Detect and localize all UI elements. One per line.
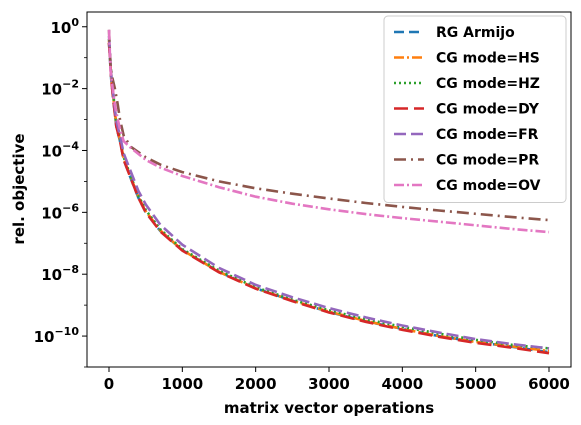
- y-axis-title: rel. objective: [10, 133, 28, 244]
- y-tick-base: 10: [41, 266, 62, 284]
- legend-box: [383, 15, 567, 203]
- y-tick-base: 10: [50, 19, 71, 37]
- legend-label: CG mode=HS: [436, 51, 540, 67]
- y-tick-label: 10−2: [41, 78, 79, 99]
- y-tick-exponent: −4: [62, 139, 79, 152]
- x-tick-label: 6000: [528, 375, 570, 393]
- y-tick-base: 10: [41, 204, 62, 222]
- series-line-6: [107, 29, 550, 222]
- series-line-7: [107, 29, 550, 234]
- y-tick-base: 10: [41, 142, 62, 160]
- x-tick-label: 1000: [161, 375, 203, 393]
- y-tick-exponent: 0: [71, 16, 79, 29]
- x-axis: 0 1000 2000 3000 4000 5000 6000: [104, 367, 570, 393]
- legend-label: CG mode=HZ: [436, 76, 540, 92]
- legend: RG Armijo CG mode=HS CG mode=HZ CG mode=DY C…: [383, 15, 567, 203]
- series-line-5: [107, 36, 550, 350]
- legend-label: CG mode=PR: [436, 153, 539, 169]
- series-layer: [107, 29, 550, 355]
- y-tick-exponent: −8: [62, 263, 79, 276]
- y-tick-exponent: −2: [62, 78, 79, 91]
- y-tick-label: 10−10: [34, 325, 80, 346]
- legend-label: RG Armijo: [436, 25, 515, 41]
- y-tick-label: 100: [50, 16, 79, 37]
- y-tick-exponent: −6: [62, 201, 79, 214]
- y-tick-label: 10−6: [41, 201, 79, 222]
- y-tick-label: 10−8: [41, 263, 79, 284]
- legend-label: CG mode=DY: [436, 102, 540, 118]
- legend-label: CG mode=OV: [436, 178, 541, 194]
- x-tick-label: 4000: [381, 375, 423, 393]
- x-tick-label: 0: [104, 375, 114, 393]
- x-tick-label: 5000: [455, 375, 497, 393]
- x-tick-label: 2000: [235, 375, 277, 393]
- x-tick-label: 3000: [308, 375, 350, 393]
- y-tick-label: 10−4: [41, 139, 79, 160]
- legend-label: CG mode=FR: [436, 127, 539, 143]
- y-tick-base: 10: [41, 81, 62, 99]
- x-axis-title: matrix vector operations: [224, 399, 434, 417]
- y-tick-exponent: −10: [54, 325, 79, 338]
- y-tick-base: 10: [34, 328, 55, 346]
- series-line-4: [107, 42, 550, 355]
